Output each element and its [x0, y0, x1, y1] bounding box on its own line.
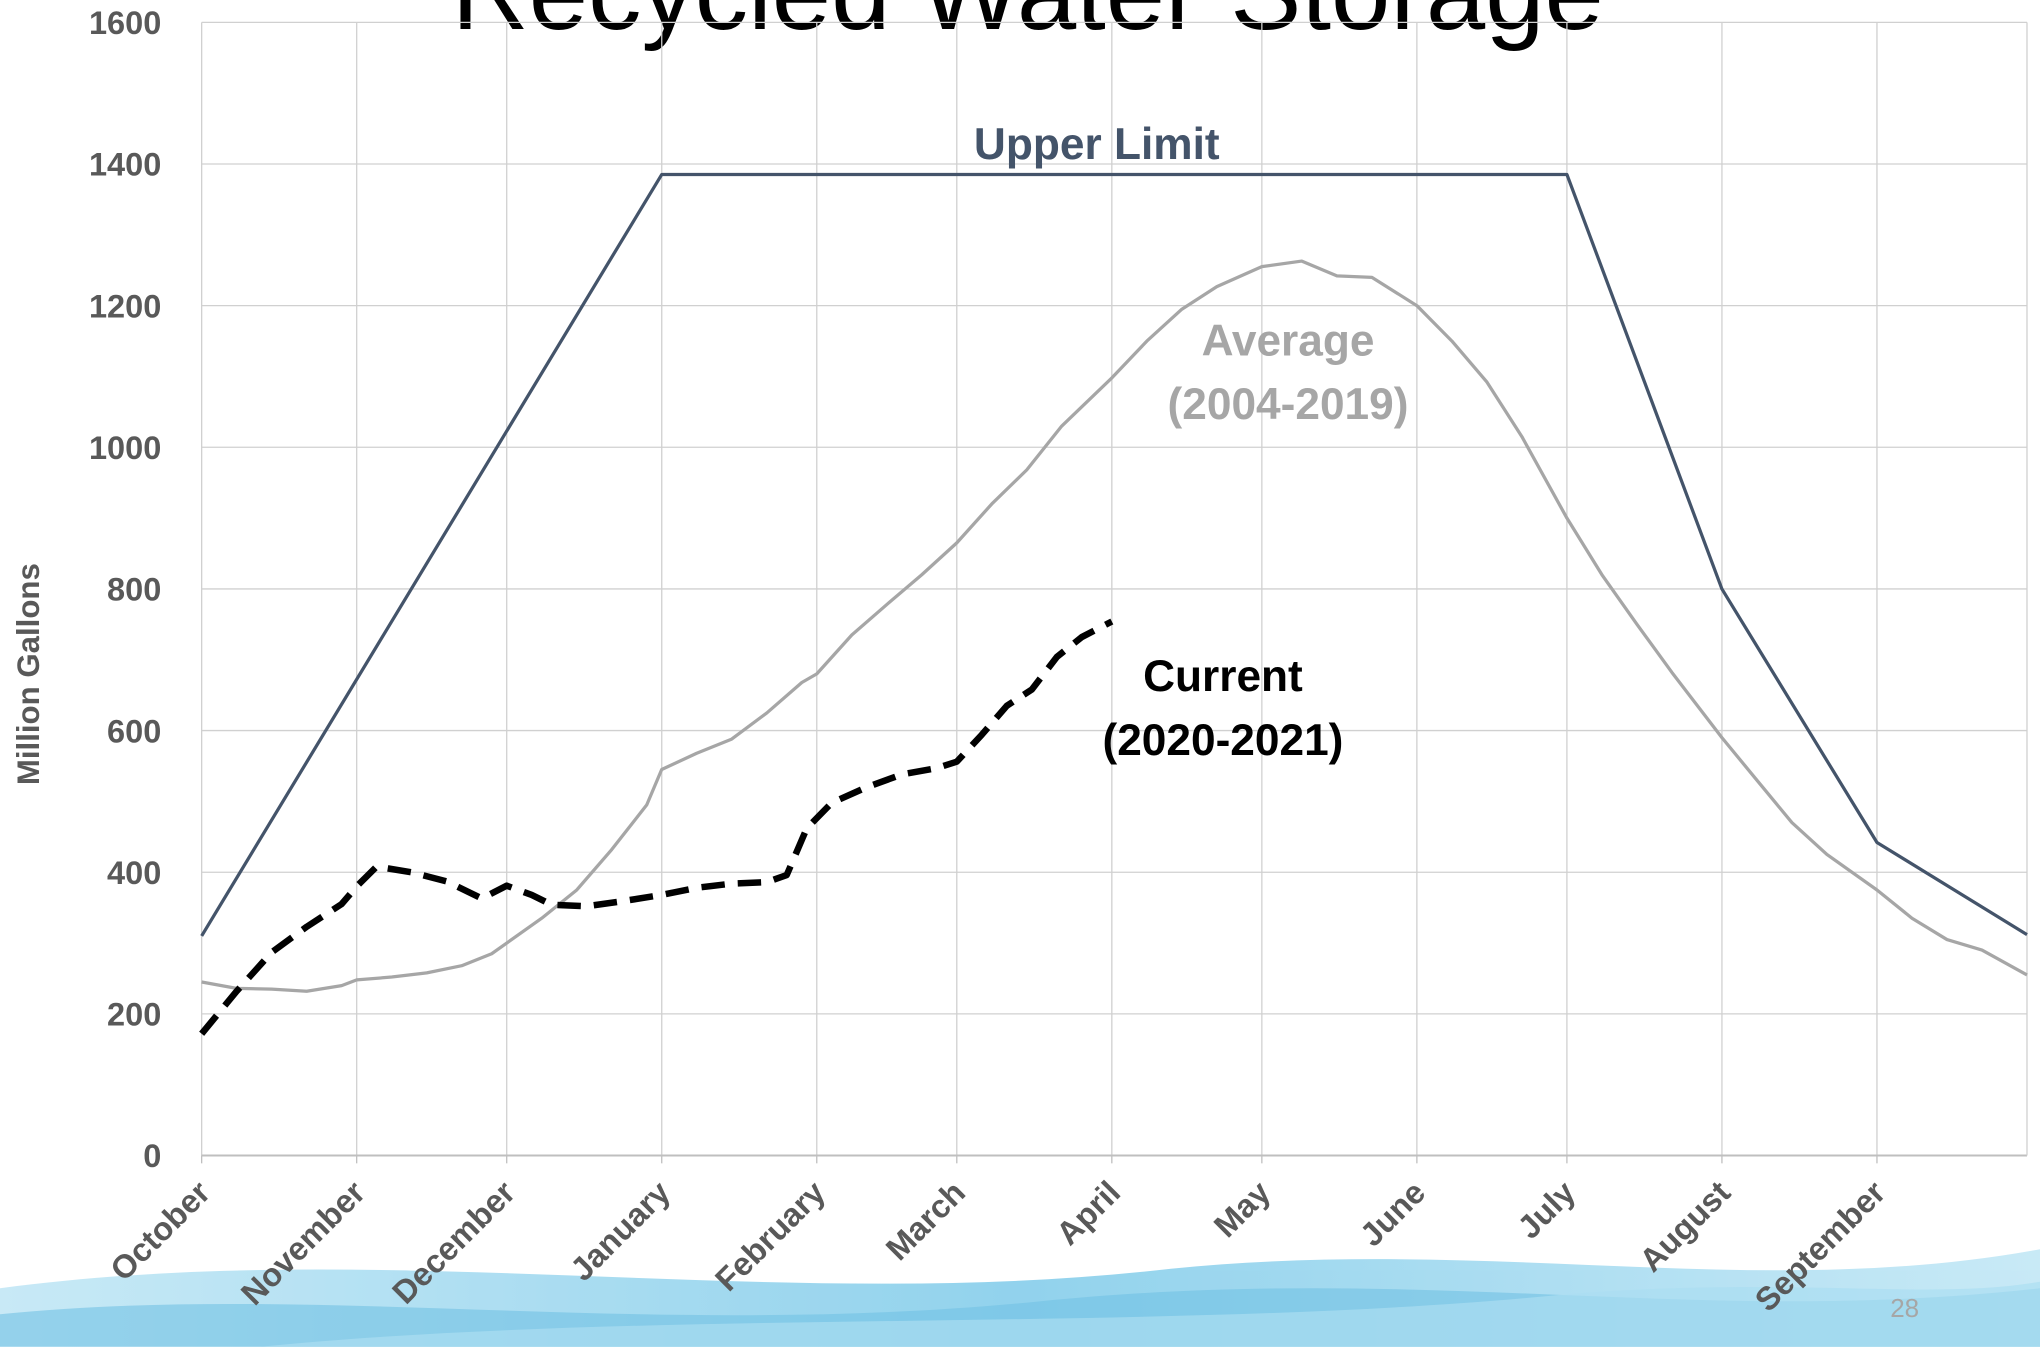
x-tick-label: October — [103, 1174, 217, 1288]
y-axis-label: Million Gallons — [11, 563, 46, 785]
series-label: Average — [1202, 316, 1375, 365]
series-line — [202, 261, 2027, 991]
x-tick-label: June — [1353, 1174, 1432, 1253]
chart-title: Recycled Water Storage — [452, 0, 1604, 52]
y-tick-label: 1400 — [89, 147, 161, 183]
series-line — [202, 175, 2027, 936]
series-label: (2020-2021) — [1102, 716, 1343, 765]
x-tick-label: January — [563, 1174, 677, 1288]
series-label: Current — [1143, 652, 1303, 701]
x-tick-label: February — [708, 1174, 832, 1298]
x-tick-label: July — [1511, 1174, 1582, 1245]
x-tick-label: August — [1633, 1174, 1738, 1279]
series-line — [202, 621, 1112, 1033]
y-tick-label: 400 — [107, 855, 161, 891]
y-tick-label: 600 — [107, 713, 161, 749]
y-tick-label: 1600 — [89, 5, 161, 41]
x-tick-label: March — [879, 1174, 972, 1267]
chart: Recycled Water Storage Million Gallons 2… — [0, 0, 2040, 1347]
y-tick-label: 800 — [107, 572, 161, 608]
x-tick-label: April — [1049, 1174, 1127, 1252]
page-number: 28 — [1890, 1293, 1919, 1323]
y-tick-label: 0 — [143, 1138, 161, 1174]
y-tick-label: 1000 — [89, 430, 161, 466]
x-tick-label: May — [1207, 1174, 1277, 1244]
page: {"chart_data": { "type": "line", "title"… — [0, 0, 2040, 1347]
series-label: (2004-2019) — [1168, 380, 1409, 429]
y-tick-label: 1200 — [89, 288, 161, 324]
series-label: Upper Limit — [974, 120, 1220, 169]
y-tick-label: 200 — [107, 997, 161, 1033]
